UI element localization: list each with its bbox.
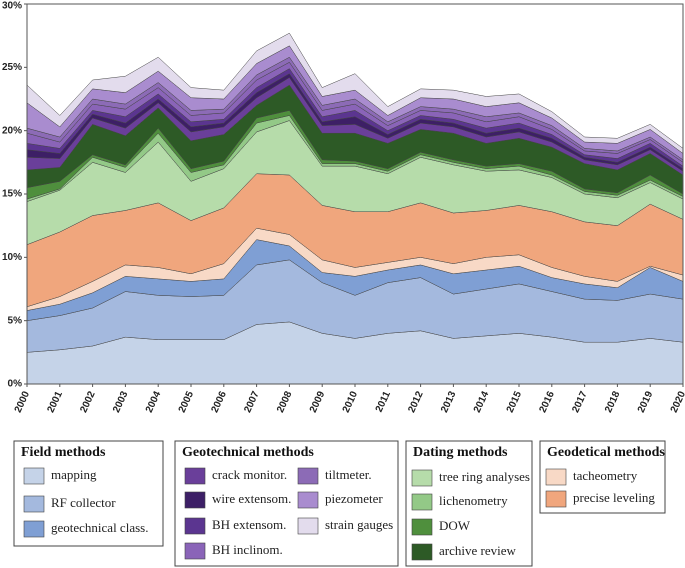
legend-box — [174, 440, 399, 567]
x-tick-label: 2005 — [177, 389, 197, 414]
legend-label: DOW — [439, 518, 471, 533]
x-tick-label: 2002 — [78, 389, 98, 414]
x-tick-label: 2008 — [275, 389, 295, 414]
x-tick-label: 2009 — [308, 389, 328, 414]
legend-label: precise leveling — [573, 490, 655, 505]
legend-label: tree ring analyses — [439, 469, 530, 484]
legend-label: tiltmeter. — [325, 467, 372, 482]
legend-label: piezometer — [325, 491, 383, 506]
legend-label: BH inclinom. — [212, 542, 283, 557]
x-tick-label: 2003 — [111, 389, 131, 414]
x-tick-label: 2015 — [505, 389, 525, 414]
x-tick-label: 2006 — [210, 389, 230, 414]
legend-swatch — [184, 542, 206, 560]
legend-group-title: Dating methods — [413, 445, 508, 460]
x-tick-label: 2011 — [374, 389, 393, 414]
y-tick-label: 20% — [2, 125, 22, 136]
legend-swatch — [23, 495, 45, 513]
legend-swatch — [411, 493, 433, 511]
legend-group-title: Geodetical methods — [547, 445, 665, 460]
legend-swatch — [297, 517, 319, 535]
x-tick-label: 2004 — [144, 389, 164, 414]
y-tick-label: 30% — [2, 1, 22, 12]
x-tick-label: 2000 — [13, 389, 33, 414]
x-tick-label: 2014 — [472, 389, 492, 414]
legend-swatch — [23, 467, 45, 485]
y-tick-label: 10% — [2, 252, 22, 263]
legend-label: geotechnical class. — [51, 520, 148, 535]
legend-label: BH extensom. — [212, 517, 286, 532]
legend-swatch — [411, 543, 433, 561]
legend-swatch — [184, 491, 206, 509]
x-tick-label: 2001 — [46, 389, 66, 414]
legend-swatch — [411, 518, 433, 536]
x-tick-label: 2013 — [439, 389, 459, 414]
legend-label: lichenometry — [439, 493, 508, 508]
legend-swatch — [23, 520, 45, 538]
legend-label: tacheometry — [573, 468, 638, 483]
x-tick-label: 2020 — [669, 389, 685, 414]
legend-swatch — [545, 490, 567, 508]
legend-label: wire extensom. — [212, 491, 291, 506]
legend-swatch — [297, 467, 319, 485]
legend-group-title: Field methods — [21, 445, 106, 460]
x-tick-label: 2017 — [570, 389, 590, 414]
y-tick-label: 25% — [2, 62, 22, 73]
x-tick-label: 2018 — [603, 389, 623, 414]
legend-label: crack monitor. — [212, 467, 287, 482]
y-tick-label: 15% — [2, 189, 22, 200]
legend-group-title: Geotechnical methods — [182, 445, 314, 460]
legend-swatch — [411, 469, 433, 487]
legend-label: strain gauges — [325, 517, 393, 532]
y-tick-label: 0% — [8, 379, 23, 390]
legend-swatch — [545, 468, 567, 486]
legend-swatch — [297, 491, 319, 509]
legend-label: RF collector — [51, 495, 116, 510]
x-tick-label: 2016 — [538, 389, 558, 414]
x-tick-label: 2007 — [242, 389, 262, 414]
y-tick-label: 5% — [8, 315, 23, 326]
legend-label: archive review — [439, 543, 516, 558]
x-tick-label: 2010 — [341, 389, 361, 414]
legend-label: mapping — [51, 467, 97, 482]
legend-swatch — [184, 467, 206, 485]
x-tick-label: 2012 — [406, 389, 426, 414]
x-tick-label: 2019 — [636, 389, 656, 414]
legend-swatch — [184, 517, 206, 535]
